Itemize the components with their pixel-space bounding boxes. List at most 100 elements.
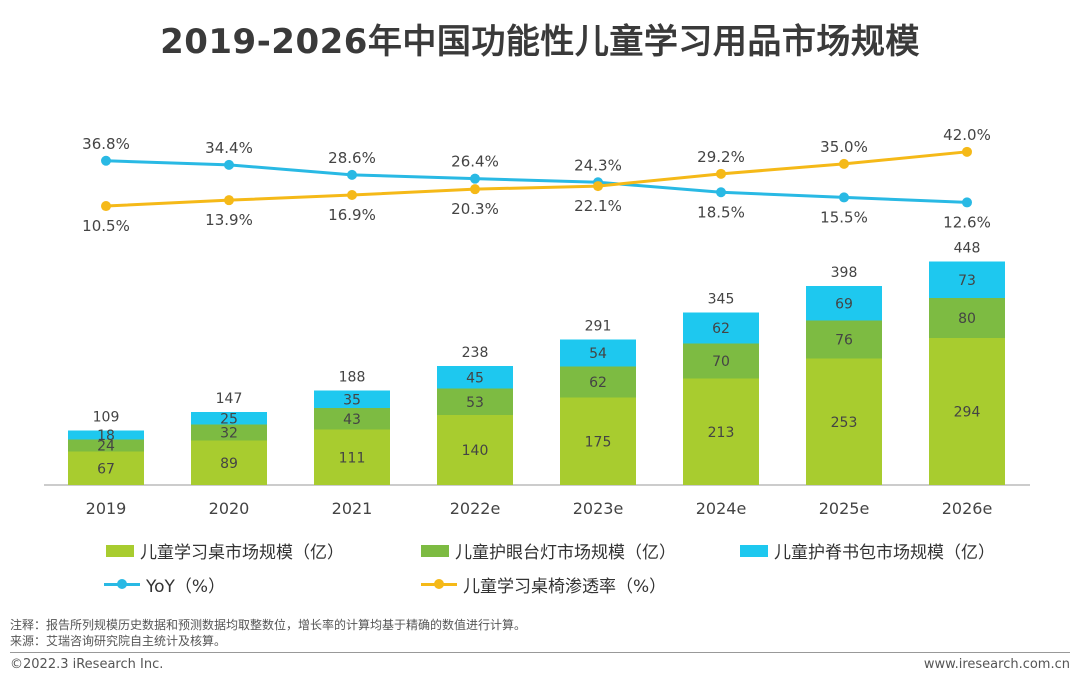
penetration-point (962, 146, 972, 157)
chart-source: 来源：艾瑞咨询研究院自主统计及核算。 (10, 634, 227, 648)
x-tick-label: 2022e (450, 499, 501, 518)
penetration-data-label: 20.3% (451, 200, 499, 218)
penetration-data-label: 16.9% (328, 206, 376, 224)
yoy-data-label: 26.4% (451, 153, 499, 171)
chart-note: 注释：报告所列规模历史数据和预测数据均取整数位，增长率的计算均基于精确的数值进行… (10, 618, 527, 632)
bar-segment-backpack (929, 261, 1005, 298)
footer-website: www.iresearch.com.cn (923, 657, 1070, 672)
x-tick-label: 2023e (573, 499, 624, 518)
penetration-data-label: 22.1% (574, 197, 622, 215)
bar-segment-lamp (806, 320, 882, 359)
x-tick-label: 2019 (86, 499, 127, 518)
bar-segment-desk (929, 338, 1005, 485)
bar-value-label: 253 (831, 415, 858, 431)
legend-item-penetration: 儿童学习桌椅渗透率（%） (421, 572, 666, 597)
penetration-point (101, 201, 111, 212)
bar-value-label: 140 (462, 443, 489, 459)
x-tick-label: 2020 (209, 499, 250, 518)
yoy-line (105, 159, 968, 204)
bar-value-label: 53 (466, 395, 484, 411)
bar-value-label: 294 (954, 405, 981, 421)
legend-swatch-yoy (104, 579, 140, 589)
penetration-data-label: 35.0% (820, 138, 868, 156)
bar-total-label: 345 (708, 292, 735, 308)
penetration-point (593, 181, 603, 192)
legend-swatch-desk (106, 544, 134, 557)
bar-segment-backpack (437, 366, 513, 389)
x-tick-label: 2024e (696, 499, 747, 518)
footer-copyright: ©2022.3 iResearch Inc. (10, 657, 164, 672)
bar-value-label: 111 (339, 450, 366, 466)
yoy-point (224, 159, 234, 170)
bar-segment-desk (437, 415, 513, 485)
bar-segment-lamp (929, 298, 1005, 338)
bar-segment-lamp (683, 343, 759, 379)
penetration-point (716, 168, 726, 179)
bar-total-label: 147 (216, 391, 243, 407)
bar-value-label: 70 (712, 354, 730, 370)
yoy-point (716, 187, 726, 198)
penetration-data-label: 42.0% (943, 126, 991, 144)
bar-segment-lamp (68, 439, 144, 452)
bar-segment-lamp (191, 424, 267, 441)
yoy-data-label: 34.4% (205, 139, 253, 157)
penetration-point (224, 195, 234, 206)
bar-segment-backpack (683, 312, 759, 344)
yoy-data-label: 24.3% (574, 156, 622, 174)
bar-total-label: 291 (585, 319, 612, 335)
legend-label-penetration: 儿童学习桌椅渗透率（%） (463, 577, 667, 597)
bar-value-label: 69 (835, 296, 853, 312)
legend-label-yoy: YoY（%） (146, 577, 226, 597)
bar-value-label: 175 (585, 434, 612, 450)
legend-label-backpack: 儿童护脊书包市场规模（亿） (774, 543, 995, 563)
legend-label-desk: 儿童学习桌市场规模（亿） (140, 543, 344, 563)
bar-value-label: 67 (97, 461, 115, 477)
bar-value-label: 62 (589, 375, 607, 391)
footer-divider (10, 652, 1070, 653)
legend-item-yoy: YoY（%） (104, 572, 225, 597)
bar-segment-desk (683, 378, 759, 485)
bar-segment-desk (806, 358, 882, 485)
legend-swatch-penetration (421, 579, 457, 589)
penetration-point (347, 190, 357, 201)
legend-swatch-lamp (421, 544, 449, 557)
legend-item-backpack: 儿童护脊书包市场规模（亿） (740, 538, 995, 563)
bar-value-label: 43 (343, 412, 361, 428)
yoy-data-label: 18.5% (697, 203, 745, 221)
bar-segment-desk (314, 429, 390, 485)
bar-value-label: 25 (220, 411, 238, 427)
penetration-data-label: 29.2% (697, 148, 745, 166)
bar-total-label: 398 (831, 265, 858, 281)
bar-segment-backpack (68, 430, 144, 440)
bar-segment-lamp (560, 366, 636, 398)
bar-value-label: 32 (220, 426, 238, 442)
bar-total-label: 188 (339, 370, 366, 386)
bar-segment-desk (68, 451, 144, 485)
x-tick-label: 2026e (942, 499, 993, 518)
penetration-line (105, 150, 968, 208)
yoy-point (347, 169, 357, 180)
bar-value-label: 18 (97, 428, 115, 444)
bar-segment-backpack (560, 339, 636, 367)
bar-total-label: 109 (93, 410, 120, 426)
yoy-point (839, 192, 849, 203)
yoy-point (962, 197, 972, 208)
penetration-point (470, 184, 480, 195)
bar-total-label: 238 (462, 345, 489, 361)
yoy-data-label: 15.5% (820, 208, 868, 226)
bar-segment-lamp (314, 408, 390, 430)
legend-item-lamp: 儿童护眼台灯市场规模（亿） (421, 538, 676, 563)
bar-value-label: 73 (958, 273, 976, 289)
bar-value-label: 89 (220, 456, 238, 472)
bar-segment-backpack (314, 390, 390, 408)
legend-label-lamp: 儿童护眼台灯市场规模（亿） (455, 543, 676, 563)
bar-segment-lamp (437, 388, 513, 415)
x-tick-label: 2025e (819, 499, 870, 518)
penetration-data-label: 10.5% (82, 217, 130, 235)
chart-title: 2019-2026年中国功能性儿童学习用品市场规模 (160, 22, 920, 62)
bar-value-label: 45 (466, 370, 484, 386)
x-tick-label: 2021 (332, 499, 373, 518)
bar-segment-backpack (191, 412, 267, 425)
yoy-point (101, 155, 111, 166)
